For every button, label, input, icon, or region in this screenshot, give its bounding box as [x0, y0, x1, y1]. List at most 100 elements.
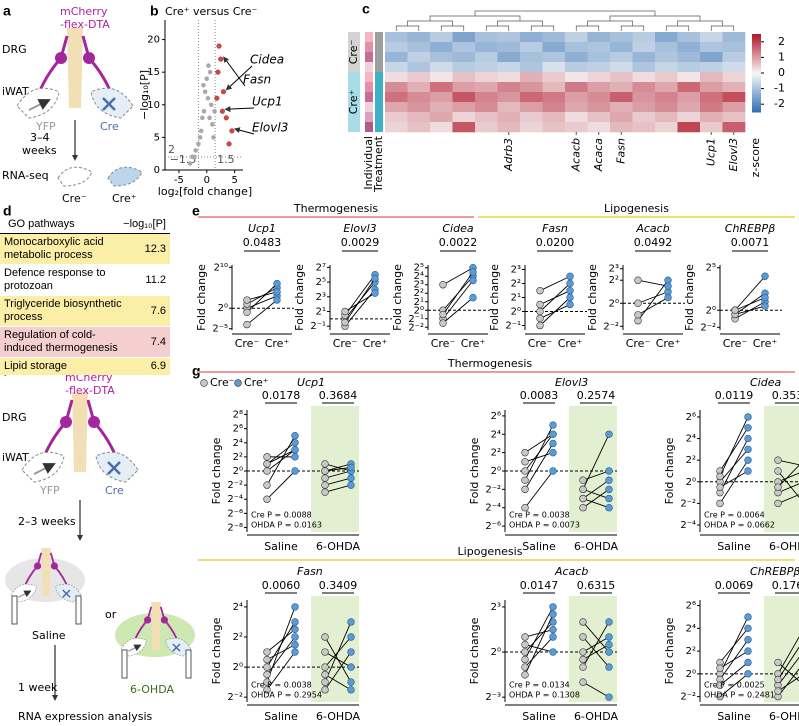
y-tick-label: 2⁴ [233, 438, 243, 449]
point [263, 495, 271, 503]
y-tick-label: 2⁻² [227, 692, 243, 703]
y-tick-label: 2⁵ [414, 263, 424, 274]
colorbar-step [752, 106, 761, 109]
y-tick-label: 2⁰ [686, 669, 696, 680]
heatmap-cell [722, 42, 746, 53]
heatmap-cell [475, 42, 498, 53]
p-value: 0.3409 [319, 579, 358, 592]
point [549, 603, 557, 611]
x-tick-label: Cre⁻ [431, 337, 456, 350]
x-tick-label: 6-OHDA [316, 710, 360, 723]
heatmap-cell [610, 72, 633, 83]
p-value: 0.0492 [634, 236, 673, 249]
point [579, 494, 587, 503]
dendrogram [609, 15, 701, 21]
heatmap-cell [430, 112, 453, 123]
point [263, 655, 271, 664]
x-tick-label: Cre⁻ [235, 337, 260, 350]
treatment-cell [375, 92, 383, 102]
heatmap-cell [407, 112, 431, 123]
x-tick-label: Cre⁺ [753, 337, 778, 350]
point [439, 310, 447, 319]
y-tick-label: 2⁶ [233, 424, 243, 435]
stat-text: Cre P = 0.0088 [251, 511, 312, 520]
point [196, 141, 201, 147]
pair-line [246, 295, 278, 309]
y-tick-label: 2¹ [316, 307, 326, 318]
pair-line [524, 629, 554, 638]
p-value: 12.3 [144, 242, 166, 255]
heatmap-cell [520, 92, 543, 103]
colorbar-step [752, 34, 761, 37]
point [207, 69, 213, 75]
pair-line [524, 452, 554, 463]
heatmap-cell [452, 72, 476, 83]
y-tick-label: 10 [147, 100, 160, 111]
heatmap-cell [452, 112, 476, 123]
point [371, 274, 379, 283]
pair-line [266, 651, 296, 691]
y-tick-label: 2² [511, 279, 521, 290]
panel-label: e [192, 203, 200, 219]
dendrogram [677, 20, 723, 26]
point [321, 474, 329, 482]
pair-line [777, 676, 799, 692]
y-axis-title: Fold change [210, 617, 223, 684]
heatmap-cell [520, 32, 543, 43]
gene-title: Acacb [635, 222, 669, 235]
colorbar-step [752, 84, 761, 88]
y-tick-label: 2² [233, 632, 243, 643]
panel-label: c [362, 1, 370, 17]
point [347, 463, 355, 472]
point [549, 610, 557, 618]
point [291, 446, 299, 454]
point [521, 671, 529, 679]
heatmap-cell [565, 42, 588, 53]
colorbar-label: 2 [778, 35, 785, 48]
pair-line [524, 424, 554, 481]
point [716, 499, 724, 508]
y-axis-title: Fold change [586, 264, 599, 331]
heatmap-cell [542, 42, 566, 53]
dendrogram [497, 20, 543, 26]
threshold-label: 1.5 [217, 153, 235, 166]
heatmap-cell [407, 62, 431, 73]
y-tick-label: 2⁻⁴ [680, 520, 696, 531]
colorbar-step [752, 71, 761, 74]
label: or [105, 608, 117, 621]
syringe [121, 649, 128, 679]
heatmap-cell [565, 112, 588, 123]
treatment-cell [375, 102, 383, 112]
p-value: 0.0178 [262, 389, 301, 402]
heatmap-cell [655, 112, 678, 123]
point [536, 300, 544, 309]
point [744, 658, 752, 667]
heatmap-cell [722, 62, 746, 73]
treatment-cell [375, 72, 383, 82]
label: 6-OHDA [130, 683, 174, 696]
colorbar-label: 1 [778, 50, 785, 63]
heatmap-cell [722, 112, 746, 123]
pair-line [266, 621, 296, 668]
heatmap-cell [632, 62, 656, 73]
pair-line [582, 434, 610, 490]
pair-line [266, 470, 296, 500]
heatmap-cell [700, 92, 723, 103]
heatmap-cell [587, 122, 611, 133]
annotation-arrow [223, 56, 246, 87]
dendrogram [575, 25, 600, 31]
point [664, 282, 672, 290]
heatmap-cell [632, 92, 656, 103]
pair-line [524, 433, 554, 454]
pair-line [719, 662, 749, 686]
x-tick-label: Saline [717, 540, 751, 553]
colorbar-step [752, 49, 761, 53]
point [566, 272, 574, 281]
individual-cell [365, 72, 373, 82]
colorbar-step [752, 55, 761, 58]
heatmap-cell [632, 112, 656, 123]
point [210, 122, 215, 127]
pair-line [324, 636, 352, 668]
y-tick-label: 2⁰ [491, 647, 501, 658]
point [197, 135, 203, 140]
